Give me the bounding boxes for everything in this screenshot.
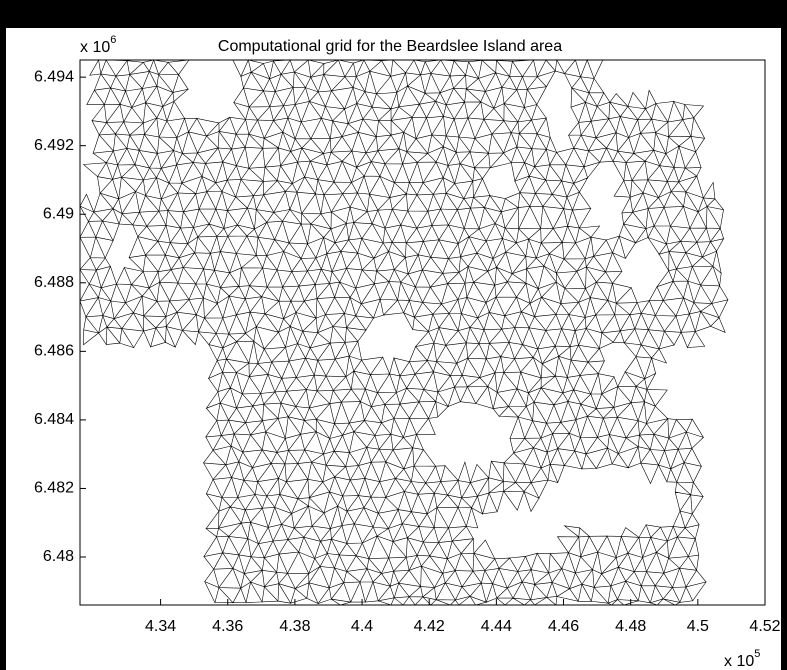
x-multiplier-exponent: 5 bbox=[754, 648, 760, 660]
y-multiplier-exponent: 6 bbox=[110, 34, 116, 46]
chart-title: Computational grid for the Beardslee Isl… bbox=[218, 38, 562, 55]
x-tick-label: 4.4 bbox=[351, 618, 373, 635]
y-tick-label: 6.486 bbox=[34, 343, 74, 360]
x-tick-label: 4.52 bbox=[749, 618, 780, 635]
x-tick-label: 4.36 bbox=[212, 618, 243, 635]
x-tick-label: 4.46 bbox=[548, 618, 579, 635]
x-tick-label: 4.44 bbox=[481, 618, 512, 635]
x-tick-label: 4.34 bbox=[145, 618, 176, 635]
y-multiplier: x 106 bbox=[80, 34, 116, 56]
y-tick-label: 6.494 bbox=[34, 68, 74, 85]
x-tick-label: 4.42 bbox=[414, 618, 445, 635]
y-tick-label: 6.48 bbox=[43, 548, 74, 565]
x-multiplier-base: x 10 bbox=[724, 653, 754, 670]
y-tick-label: 6.484 bbox=[34, 411, 74, 428]
axes-box bbox=[79, 59, 766, 606]
mesh bbox=[79, 59, 729, 606]
y-tick-label: 6.482 bbox=[34, 480, 74, 497]
x-tick-label: 4.5 bbox=[687, 618, 709, 635]
y-tick-label: 6.488 bbox=[34, 274, 74, 291]
x-tick-label: 4.38 bbox=[279, 618, 310, 635]
y-multiplier-base: x 10 bbox=[80, 39, 110, 56]
x-multiplier: x 105 bbox=[724, 648, 760, 670]
y-tick-label: 6.49 bbox=[43, 205, 74, 222]
y-tick-label: 6.492 bbox=[34, 137, 74, 154]
x-tick-label: 4.48 bbox=[615, 618, 646, 635]
